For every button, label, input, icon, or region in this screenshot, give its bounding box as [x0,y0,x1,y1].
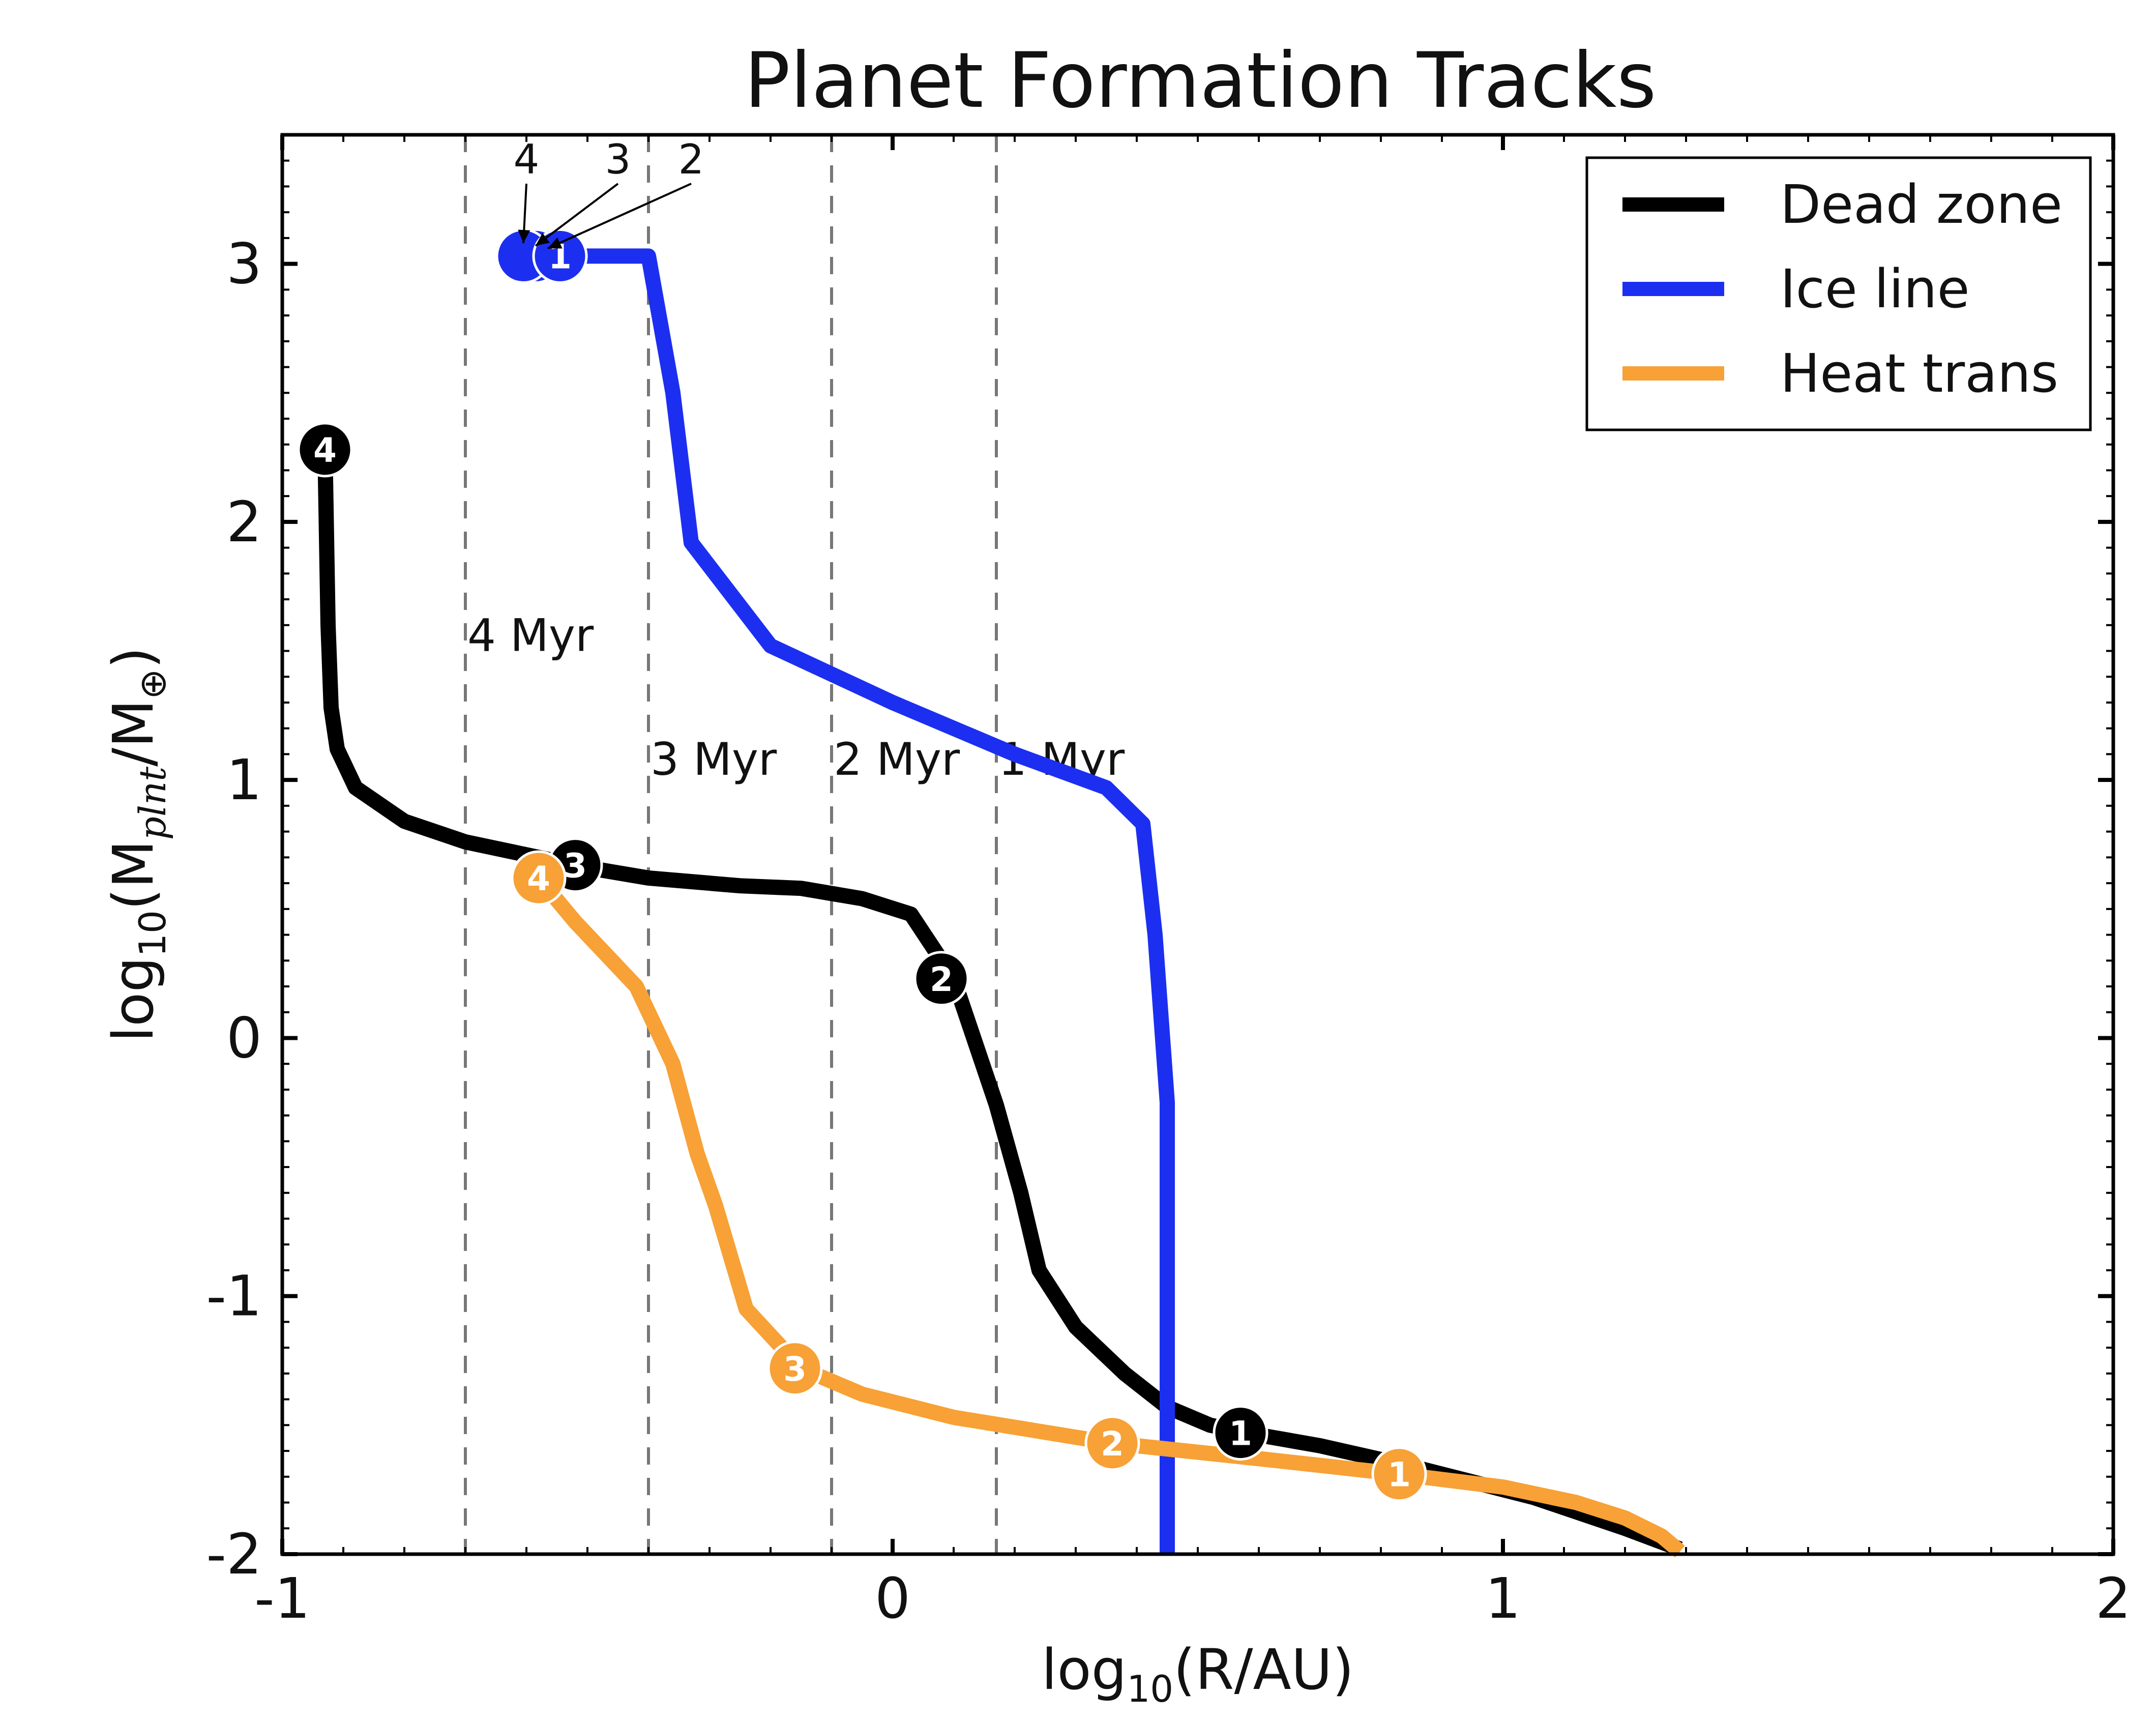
marker-dot [1084,1415,1140,1471]
marker-dot [913,951,969,1007]
annotation-label-2: 2 [678,136,704,183]
legend-label-ice-line: Ice line [1780,258,1970,320]
marker-label: 2 [930,960,953,999]
legend: Dead zone Ice line Heat trans [1585,156,2092,431]
marker-heat-trans-1: 1 [1371,1446,1427,1502]
annotation-arrowhead-4 [518,229,530,244]
marker-label: 3 [564,847,587,886]
x-tick-label: 2 [2095,1566,2131,1631]
chart-title: Planet Formation Tracks [744,37,1656,125]
marker-dot [511,850,567,906]
y-axis-label: log10(Mplnt/M⊕) [101,647,174,1042]
marker-dead-zone-4: 4 [297,422,353,478]
y-tick-label: 2 [226,489,262,555]
marker-heat-trans-2: 2 [1084,1415,1140,1471]
series-line-heat-trans [533,873,1685,1558]
marker-dead-zone-2: 2 [913,951,969,1007]
marker-dot [297,422,353,478]
y-tick-label: -1 [206,1264,262,1329]
y-tick-label: 1 [226,747,262,812]
vline-label-3-myr: 3 Myr [651,733,777,785]
marker-label: 3 [783,1350,807,1389]
annotation-arrowhead-2 [548,237,563,249]
annotation-arrowhead-3 [536,232,550,246]
annotation-arrow-3 [535,183,619,247]
marker-label: 1 [1387,1455,1411,1495]
marker-dead-zone-3: 3 [547,837,603,893]
series-lines [317,248,1685,1558]
marker-label: 1 [1229,1414,1252,1453]
x-tick-label: -1 [254,1566,310,1631]
series-line-dead-zone [317,449,1683,1556]
annotation-label-4: 4 [514,136,540,183]
legend-label-dead-zone: Dead zone [1780,173,2062,236]
y-tick-label: 3 [226,231,262,297]
marker-dot [1213,1405,1268,1461]
marker-label: 4 [527,859,550,898]
annotation-label-3: 3 [605,136,631,183]
marker-dot [1371,1446,1427,1502]
vline-label-4-myr: 4 Myr [467,609,594,662]
legend-label-heat-trans: Heat trans [1780,342,2058,404]
marker-dead-zone-1: 1 [1213,1405,1268,1461]
x-tick-label: 1 [1485,1566,1521,1631]
series-line-ice-line [526,248,1175,1554]
marker-label: 4 [313,431,337,470]
marker-label: 2 [1101,1424,1124,1464]
y-tick-label: 0 [226,1005,262,1070]
x-axis-label: log10(R/AU) [1042,1637,1354,1710]
annotation-arrow-2 [547,183,692,250]
marker-heat-trans-3: 3 [767,1340,823,1396]
y-tick-label: -2 [206,1522,262,1587]
vline-label-2-myr: 2 Myr [834,733,960,785]
x-tick-label: 0 [875,1566,910,1631]
marker-heat-trans-4: 4 [511,850,567,906]
marker-dot [767,1340,823,1396]
